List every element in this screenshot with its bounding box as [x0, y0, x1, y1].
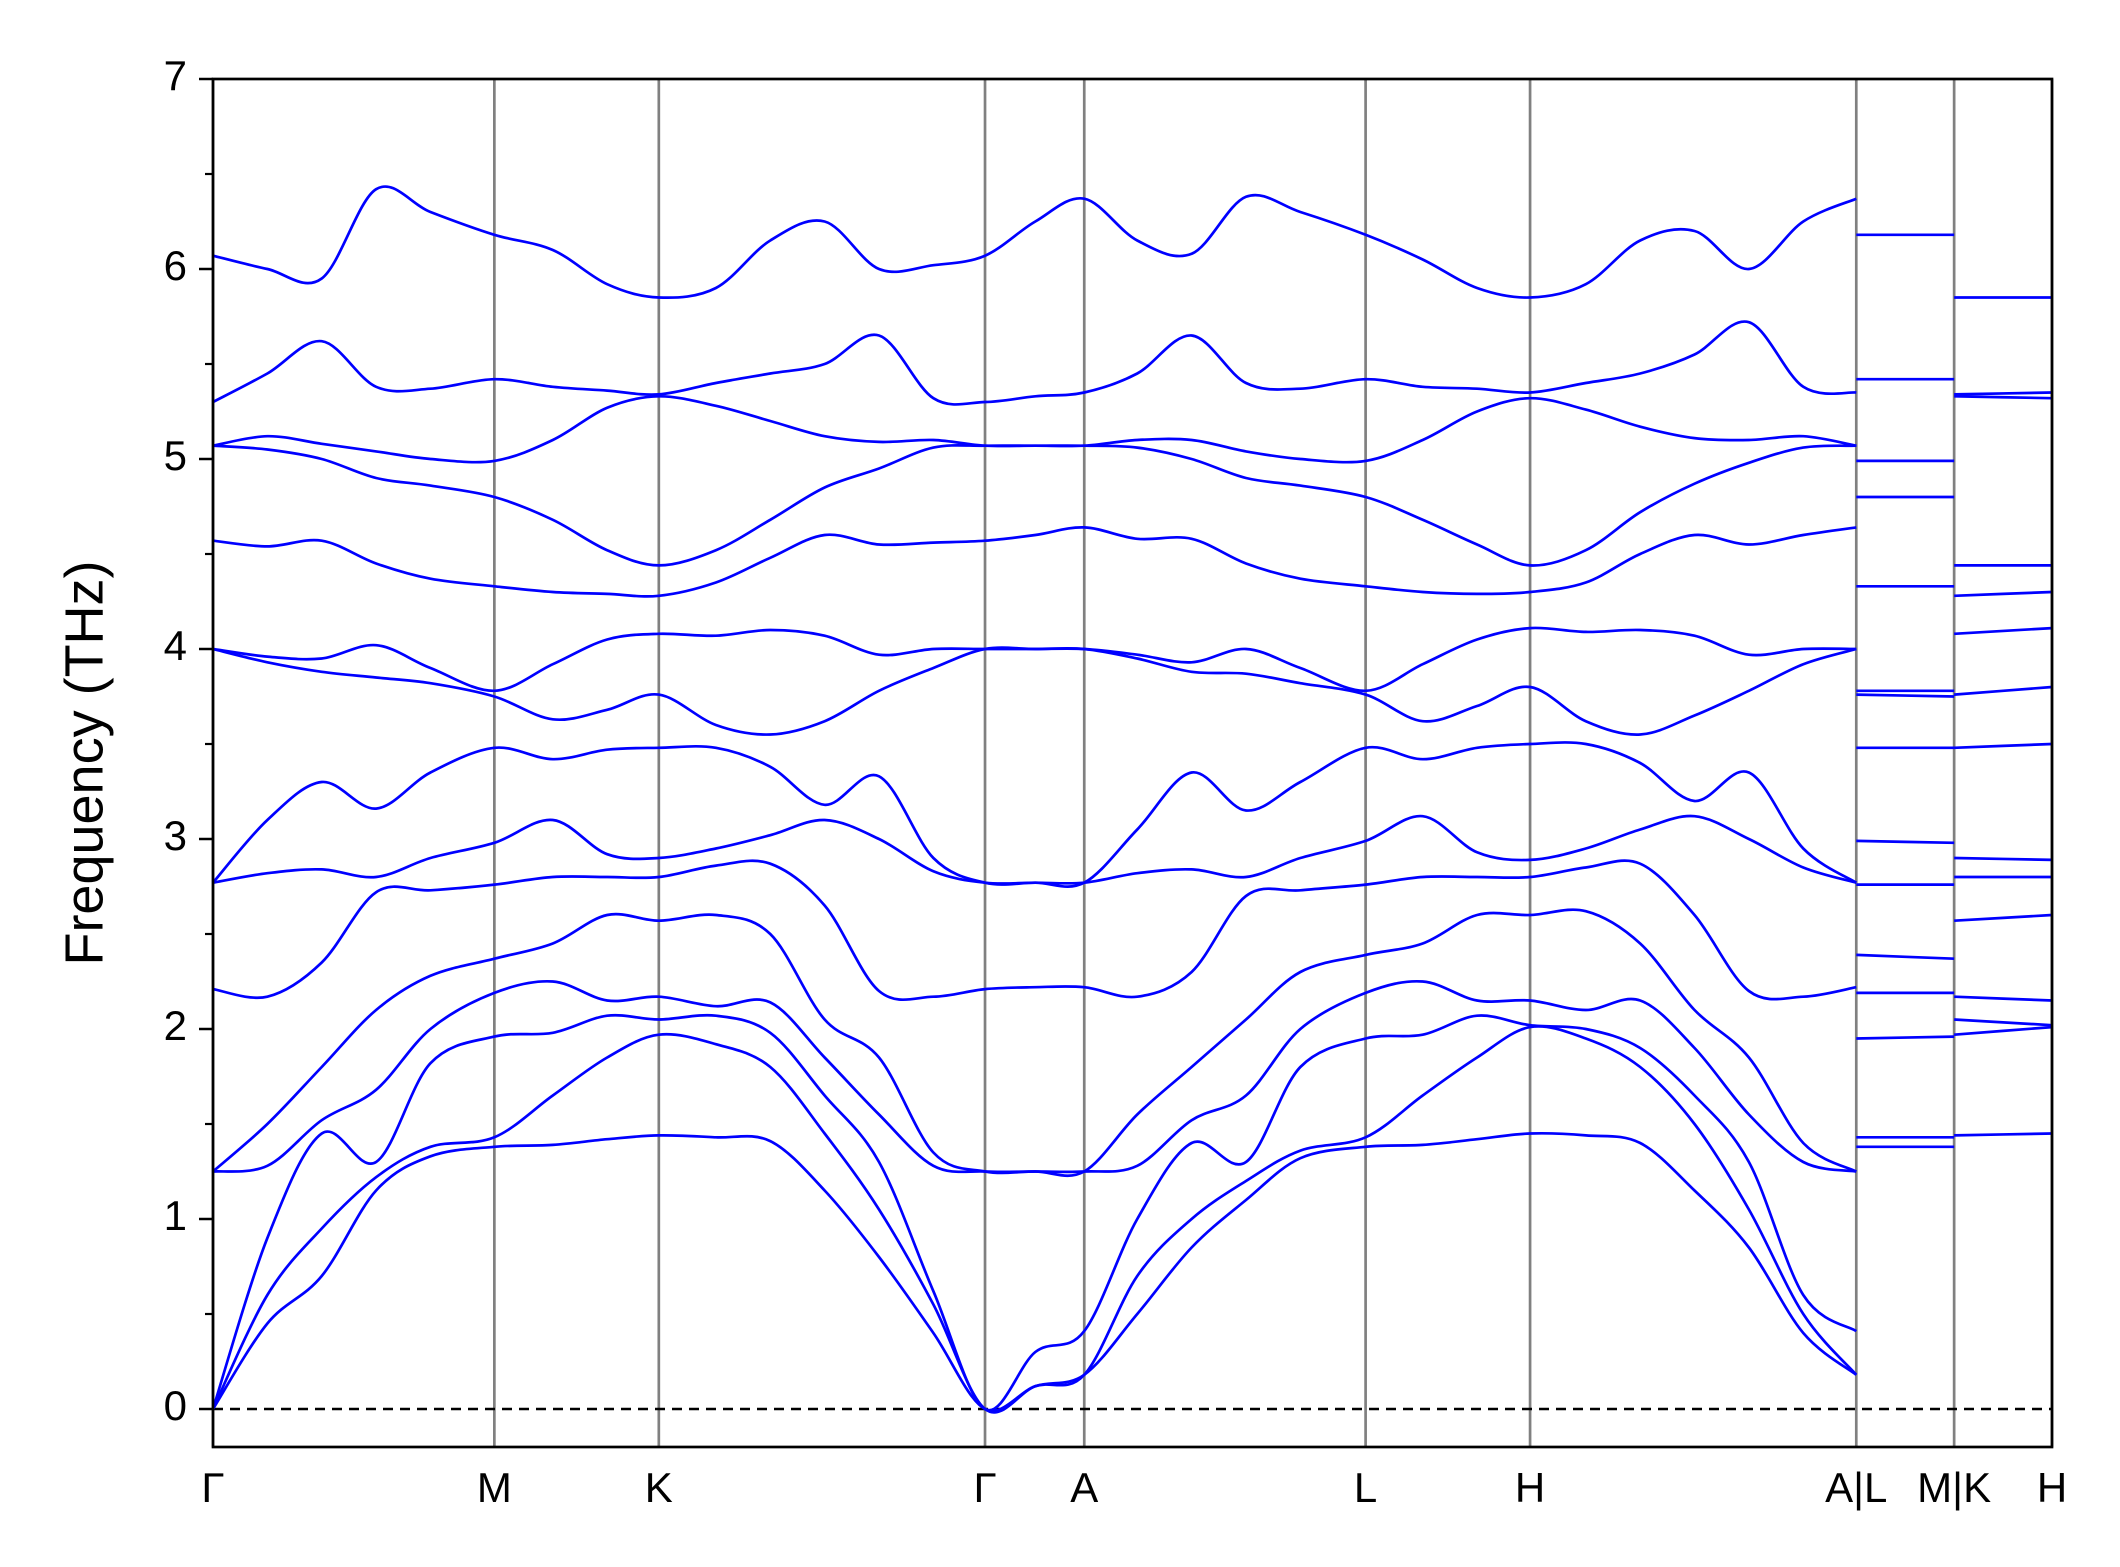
- band-line: [213, 185, 2052, 300]
- x-tick-label: A|L: [1825, 1464, 1887, 1511]
- y-tick-label: 7: [164, 52, 187, 99]
- band-line: [213, 1025, 2052, 1414]
- band-line: [213, 394, 2052, 464]
- band-line: [213, 626, 2052, 693]
- x-tick-label: M|K: [1917, 1464, 1991, 1511]
- y-tick-label: 2: [164, 1002, 187, 1049]
- y-tick-label: 4: [164, 622, 187, 669]
- band-line: [213, 859, 2052, 1002]
- y-tick-label: 5: [164, 432, 187, 479]
- x-tick-label: Γ: [201, 1464, 224, 1511]
- plot-frame: [211, 77, 2054, 1449]
- x-tick-label: H: [1515, 1464, 1545, 1511]
- y-tick-label: 1: [164, 1192, 187, 1239]
- band-line: [213, 320, 2052, 406]
- band-line: [213, 908, 2052, 1178]
- x-tick-label: K: [645, 1464, 673, 1511]
- y-axis-label: Frequency (THz): [54, 560, 114, 965]
- x-tick-label: A: [1070, 1464, 1098, 1511]
- y-tick-label: 3: [164, 812, 187, 859]
- band-line: [213, 741, 2052, 888]
- x-tick-label: L: [1354, 1464, 1377, 1511]
- y-tick-label: 0: [164, 1382, 187, 1429]
- x-tick-label: M: [477, 1464, 512, 1511]
- x-tick-label: Γ: [973, 1464, 996, 1511]
- y-tick-label: 6: [164, 242, 187, 289]
- band-line: [213, 526, 2052, 598]
- band-line: [213, 1013, 2052, 1412]
- x-tick-label: H: [2037, 1464, 2067, 1511]
